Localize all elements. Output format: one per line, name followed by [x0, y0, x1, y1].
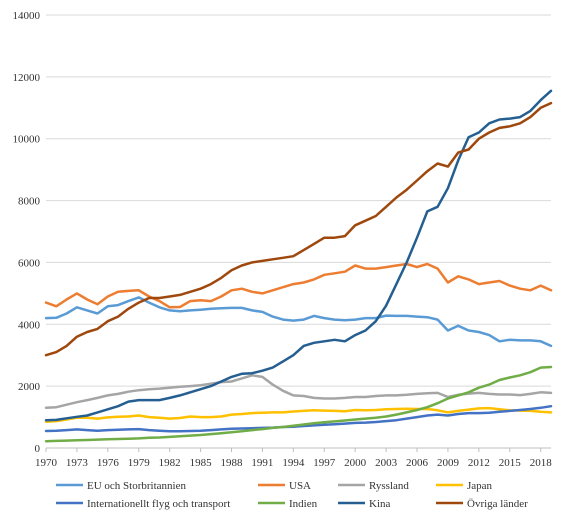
x-tick-label: 1985	[190, 457, 213, 469]
series-line-1	[44, 262, 553, 309]
series-line-6	[44, 89, 553, 422]
y-tick-label: 10000	[13, 134, 41, 146]
legend-label: Internationellt flyg och transport	[87, 498, 230, 510]
y-tick-label: 4000	[18, 319, 41, 331]
y-tick-label: 6000	[18, 257, 41, 269]
legend-label: Indien	[289, 498, 318, 510]
x-tick-label: 1982	[159, 457, 181, 469]
x-tick-label: 2006	[406, 457, 429, 469]
x-tick-label: 2018	[530, 457, 553, 469]
y-tick-label: 2000	[18, 381, 41, 393]
y-tick-label: 12000	[13, 72, 41, 84]
y-tick-label: 14000	[13, 10, 41, 22]
x-axis-ticks: 1970 1973 1976 1979 1982 1985 1988 1991 1994 1997…	[35, 448, 552, 469]
legend-label: USA	[289, 480, 311, 492]
x-tick-label: 1973	[66, 457, 89, 469]
x-tick-label: 2000	[344, 457, 367, 469]
x-tick-label: 2009	[437, 457, 460, 469]
series-line-7	[44, 101, 553, 357]
y-tick-label: 0	[35, 443, 41, 455]
x-tick-label: 1970	[35, 457, 58, 469]
x-tick-label: 2012	[468, 457, 490, 469]
series-lines	[44, 89, 553, 443]
x-tick-label: 1979	[128, 457, 151, 469]
legend-label: Övriga länder	[467, 498, 528, 510]
series-line-0	[44, 296, 553, 348]
x-tick-label: 1988	[221, 457, 244, 469]
gridlines	[46, 14, 551, 449]
y-tick-label: 8000	[18, 196, 41, 208]
x-tick-label: 2015	[499, 457, 522, 469]
x-tick-label: 1976	[97, 457, 120, 469]
series-line-5	[44, 365, 553, 443]
legend: EU och Storbritannien USA Ryssland Japan Int…	[56, 480, 528, 510]
x-tick-label: 1991	[251, 457, 273, 469]
x-tick-label: 2003	[375, 457, 398, 469]
series-line-2	[44, 374, 553, 410]
legend-label: Ryssland	[369, 480, 409, 492]
legend-label: EU och Storbritannien	[87, 480, 186, 492]
legend-label: Japan	[467, 480, 493, 492]
x-tick-label: 1994	[282, 457, 305, 469]
series-line-3	[44, 406, 553, 423]
y-axis-ticks: 0 2000 4000 6000 8000 10000 12000 14000	[13, 10, 41, 455]
legend-label: Kina	[369, 498, 391, 510]
x-tick-label: 1997	[313, 457, 336, 469]
